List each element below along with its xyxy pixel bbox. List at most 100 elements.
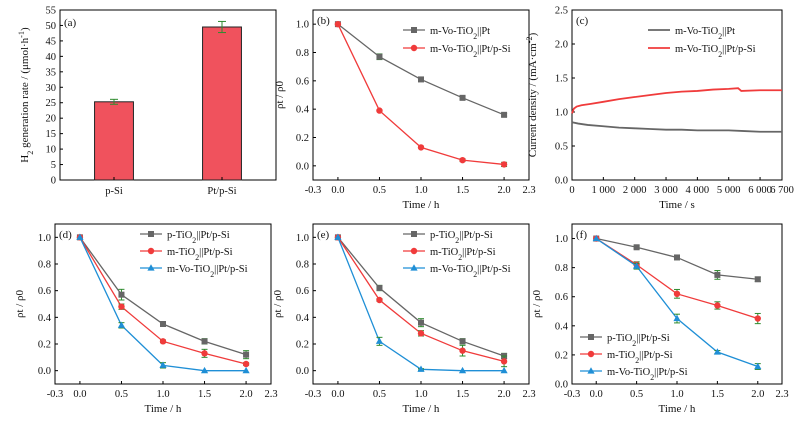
y-tick-label: 35 bbox=[46, 67, 57, 78]
x-tick-label: 1.0 bbox=[156, 389, 169, 400]
y-tick-label: 0 bbox=[51, 176, 56, 187]
y-tick-label: 15 bbox=[46, 129, 57, 140]
x-tick-label: 0 bbox=[569, 185, 574, 196]
panel-a: 0 5 10 15 20 25 30 35 40 45 50 55 p-Si Pt/p-Si H2 gene… bbox=[17, 6, 277, 197]
series-2 bbox=[334, 233, 508, 374]
x-tick-label: 0.0 bbox=[73, 389, 86, 400]
data-point bbox=[673, 314, 681, 322]
legend-label: m-TiO2||Pt/p-Si bbox=[607, 350, 673, 365]
y-tick-label: 1.0 bbox=[555, 108, 568, 119]
y-tick-label: 0.0 bbox=[296, 366, 309, 377]
data-point bbox=[243, 351, 250, 358]
legend-label: m-TiO2||Pt/p-Si bbox=[167, 247, 233, 261]
y-tick-label: 20 bbox=[46, 114, 57, 125]
y-tick-label: 50 bbox=[46, 21, 57, 32]
x-axis-label: Time / h bbox=[659, 403, 696, 415]
data-point bbox=[592, 234, 600, 242]
data-point bbox=[410, 264, 418, 271]
panel-label: (e) bbox=[317, 229, 330, 241]
x-tick-label: 0.5 bbox=[373, 389, 386, 400]
bar-2 bbox=[202, 26, 242, 181]
x-axis-label: Time / s bbox=[659, 199, 695, 211]
panel-label: (d) bbox=[59, 229, 72, 241]
y-tick-label: 40 bbox=[46, 52, 57, 63]
y-tick-label: 0.0 bbox=[555, 176, 568, 187]
data-point bbox=[500, 161, 508, 168]
x-axis-label: Time / h bbox=[403, 199, 440, 211]
y-tick-label: 0.6 bbox=[555, 292, 568, 303]
x-tick-label: 0.0 bbox=[331, 185, 344, 196]
y-tick-label: 45 bbox=[46, 36, 57, 47]
y-tick-label: 0.2 bbox=[296, 340, 309, 351]
y-tick-label: 0.4 bbox=[296, 105, 310, 116]
data-point bbox=[500, 358, 508, 365]
data-point bbox=[411, 231, 417, 237]
data-point bbox=[76, 233, 84, 240]
y-tick-label: 1.0 bbox=[38, 233, 51, 244]
legend-label: m-Vo-TiO2||Pt/p-Si bbox=[607, 367, 688, 382]
data-point bbox=[500, 366, 508, 374]
y-tick-label: 0.0 bbox=[296, 161, 309, 172]
series-1 bbox=[334, 234, 508, 368]
series-1 bbox=[334, 20, 508, 168]
legend-label: m-Vo-TiO2||Pt/p-Si bbox=[430, 44, 511, 59]
x-tick-label: -0.3 bbox=[47, 389, 64, 400]
y-tick-label: 25 bbox=[46, 98, 57, 109]
x-tick-label: 1.5 bbox=[711, 389, 724, 400]
y-tick-label: 2.0 bbox=[555, 40, 568, 51]
data-point bbox=[587, 367, 595, 374]
y-tick-label: 10 bbox=[46, 145, 57, 156]
x-tick-label: 1.5 bbox=[456, 389, 469, 400]
panel-label: (b) bbox=[317, 15, 330, 27]
y-tick-label: 55 bbox=[46, 6, 57, 17]
data-point bbox=[200, 366, 209, 374]
y-tick-label: 1.0 bbox=[296, 233, 309, 244]
y-tick-label: 0.6 bbox=[296, 286, 309, 297]
plot-frame bbox=[571, 9, 783, 181]
x-tick-label: 1.5 bbox=[198, 389, 211, 400]
x-tick-label: 0.0 bbox=[590, 389, 603, 400]
x-tick-label: 2.3 bbox=[775, 389, 788, 400]
y-tick-label: 30 bbox=[46, 83, 57, 94]
y-tick-label: 1.5 bbox=[555, 74, 568, 85]
legend-label: p-TiO2||Pt/p-Si bbox=[167, 230, 230, 245]
data-point bbox=[588, 334, 594, 340]
x-tick-label: 3 000 bbox=[654, 185, 678, 196]
x-tick-label: 2.0 bbox=[498, 185, 511, 196]
x-tick-label: 1.0 bbox=[414, 389, 427, 400]
y-tick-label: 0.0 bbox=[38, 366, 51, 377]
panel-b: -0.3 0.0 0.5 1.0 1.5 2.0 2.3 0.0 0.2 0.4 0.6 0.8 1.0… bbox=[274, 9, 536, 211]
series-1 bbox=[593, 235, 761, 325]
x-tick-label: 2.0 bbox=[751, 389, 764, 400]
series-0 bbox=[571, 121, 782, 133]
data-point bbox=[376, 107, 383, 114]
x-tick-label: 2 000 bbox=[623, 185, 647, 196]
x-axis-label: Time / h bbox=[403, 403, 440, 415]
data-point bbox=[417, 330, 425, 337]
legend-label: m-Vo-TiO2||Pt bbox=[430, 26, 490, 41]
data-point bbox=[459, 94, 466, 101]
x-axis-label: Time / h bbox=[145, 403, 182, 415]
panel-label: (a) bbox=[64, 17, 77, 29]
legend-label: p-TiO2||Pt/p-Si bbox=[430, 230, 493, 245]
data-point bbox=[201, 338, 208, 345]
data-point bbox=[459, 156, 466, 164]
data-point bbox=[754, 315, 761, 322]
panel-label: (c) bbox=[576, 15, 589, 27]
data-point bbox=[459, 338, 466, 345]
data-point bbox=[754, 362, 762, 370]
x-tick-label: 0.5 bbox=[373, 185, 386, 196]
legend: m-Vo-TiO2||Pt m-Vo-TiO2||Pt/p-Si bbox=[648, 26, 756, 58]
plot-frame bbox=[571, 223, 783, 385]
data-point bbox=[587, 350, 595, 358]
data-point bbox=[376, 285, 383, 291]
data-point bbox=[147, 264, 155, 271]
x-tick-label: 0.5 bbox=[630, 389, 643, 400]
data-point bbox=[458, 366, 467, 374]
data-point bbox=[673, 290, 681, 298]
panel-f: -0.3 0.0 0.5 1.0 1.5 2.0 2.30.00.20.40.60.81.0… bbox=[531, 223, 789, 415]
x-tick-label: Pt/p-Si bbox=[207, 186, 236, 197]
data-point bbox=[117, 321, 126, 328]
plot-frame bbox=[59, 9, 277, 181]
